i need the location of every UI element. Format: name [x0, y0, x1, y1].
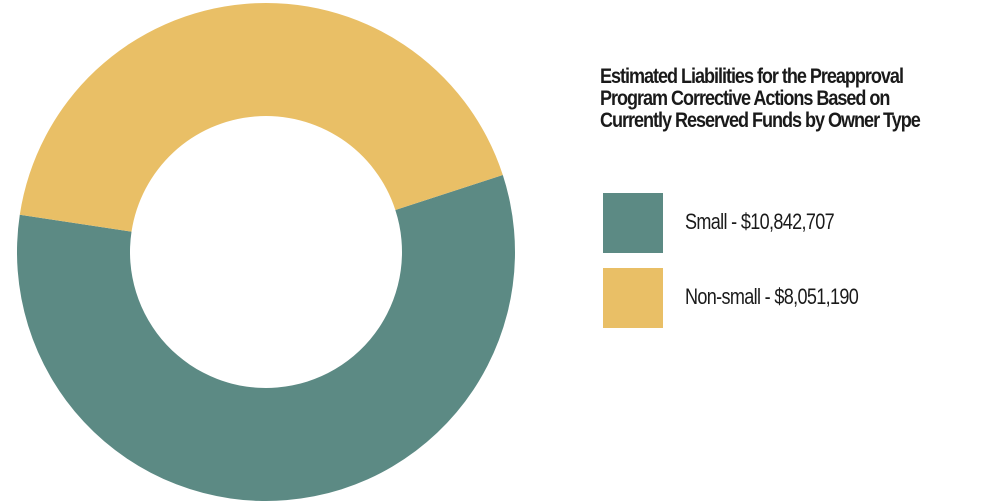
legend-swatch-non-small: [603, 268, 663, 328]
chart-title: Estimated Liabilities for the Preapprova…: [600, 66, 946, 132]
donut-chart: [16, 2, 515, 502]
donut-slice-non-small: [19, 2, 503, 232]
donut-slice-small: [16, 175, 515, 502]
legend-label-small: Small - $10,842,707: [685, 209, 835, 234]
chart-title-line-3: Currently Reserved Funds by Owner Type: [600, 109, 921, 132]
legend-swatch-small: [603, 193, 663, 253]
chart-title-line-2: Program Corrective Actions Based on: [600, 87, 890, 110]
legend-label-non-small: Non-small - $8,051,190: [685, 284, 859, 309]
chart-title-line-1: Estimated Liabilities for the Preapprova…: [600, 65, 904, 88]
legend-item-non-small: Non-small - $8,051,190: [603, 268, 1003, 328]
legend-item-small: Small - $10,842,707: [603, 193, 1003, 253]
